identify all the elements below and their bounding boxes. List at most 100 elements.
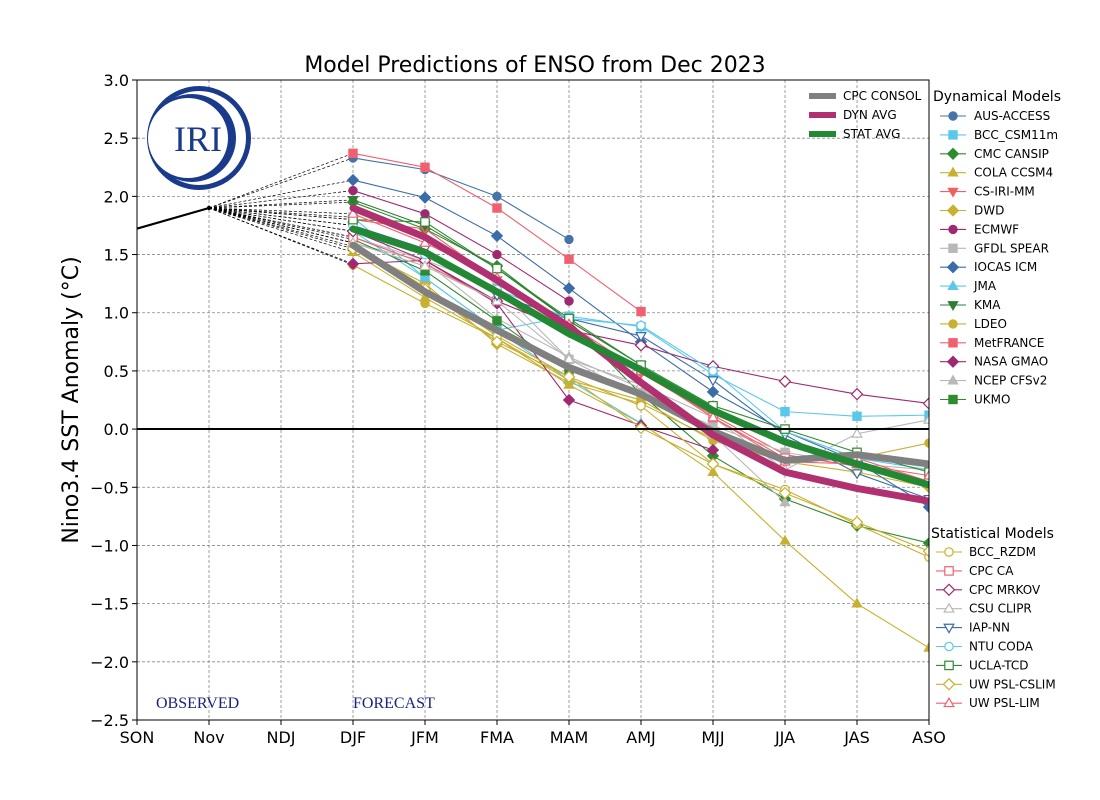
fan-line <box>208 190 354 209</box>
data-point <box>706 457 720 471</box>
legend-label: NCEP CFSv2 <box>974 374 1047 388</box>
x-tick-label: AMJ <box>626 728 655 747</box>
observed-label: OBSERVED <box>156 695 239 712</box>
x-tick-label: JJA <box>774 728 795 747</box>
legend-marker <box>948 243 958 254</box>
fan-line <box>208 207 354 232</box>
average-series <box>349 204 929 505</box>
data-point <box>420 209 430 219</box>
fan-line <box>208 179 354 209</box>
y-tick-label: −2.5 <box>90 711 129 730</box>
series-line <box>352 190 570 302</box>
data-point <box>850 387 864 401</box>
data-point <box>778 375 792 388</box>
data-point <box>492 203 502 213</box>
data-point <box>923 469 929 480</box>
legend-label: CMC CANSIP <box>974 147 1049 161</box>
legend-marker <box>946 355 960 368</box>
data-point <box>851 469 863 480</box>
data-point <box>492 263 502 274</box>
legend-marker <box>948 130 958 140</box>
data-point <box>563 353 575 364</box>
avg-line-dyn-avg <box>349 204 929 505</box>
x-tick-label: MJJ <box>701 728 724 747</box>
legend-label: KMA <box>974 298 1001 312</box>
legend-label: BCC_RZDM <box>969 545 1036 559</box>
forecast-fan-lines <box>208 152 354 266</box>
series-ecmwf <box>348 185 574 306</box>
data-point <box>635 332 647 343</box>
avg-legend-label: STAT AVG <box>843 127 900 141</box>
legend-label: MetFRANCE <box>974 336 1044 350</box>
data-point <box>636 320 646 331</box>
avg-legend-label: CPC CONSOL <box>843 89 922 103</box>
legend-marker <box>943 696 955 708</box>
y-axis-label: Nino3.4 SST Anomaly (°C) <box>59 256 84 543</box>
legend-marker <box>947 166 959 177</box>
legend-label: NASA GMAO <box>974 355 1048 369</box>
legend-label: IOCAS ICM <box>974 260 1037 274</box>
data-point <box>707 466 719 477</box>
statistical-legend-heading: Statistical Models <box>931 526 1054 542</box>
data-point <box>347 195 359 206</box>
fan-line <box>208 152 354 209</box>
grid <box>136 79 930 721</box>
data-point <box>707 376 719 387</box>
data-point <box>851 597 863 608</box>
legend-label: LDEO <box>974 317 1007 331</box>
data-point <box>562 370 576 384</box>
legend-label: IAP-NN <box>969 621 1010 635</box>
legend-label: UKMO <box>974 393 1010 407</box>
data-point <box>923 641 929 652</box>
legend-marker <box>944 641 954 652</box>
data-point <box>922 397 929 410</box>
fan-line <box>208 207 354 240</box>
avg-line-stat-avg <box>349 225 929 489</box>
y-tick-label: 0.0 <box>104 420 129 439</box>
legend-marker <box>948 338 958 348</box>
x-tick-label: SON <box>120 728 155 747</box>
data-point <box>562 393 576 407</box>
averages-legend: CPC CONSOL DYN AVG STAT AVG <box>809 89 922 141</box>
y-tick-label: 0.5 <box>104 362 129 381</box>
legend-label: UW PSL-LIM <box>969 696 1040 710</box>
y-tick-label: 3.0 <box>104 71 129 90</box>
data-point <box>420 217 430 227</box>
fan-line <box>208 207 354 253</box>
legend-marker <box>944 547 954 557</box>
data-point <box>850 515 864 529</box>
legend-marker <box>944 660 954 671</box>
data-point <box>564 296 574 306</box>
data-point <box>347 207 359 218</box>
legend-marker <box>946 261 960 274</box>
data-point <box>636 401 646 411</box>
x-tick-label: FMA <box>480 728 514 747</box>
data-point <box>852 411 862 421</box>
fan-line <box>208 199 354 209</box>
legend-marker <box>948 111 958 121</box>
fan-line <box>208 207 354 226</box>
dynamical-legend-heading: Dynamical Models <box>933 89 1061 105</box>
y-tick-label: 1.0 <box>104 304 129 323</box>
legend-label: AUS-ACCESS <box>974 109 1050 123</box>
fan-line <box>208 157 354 209</box>
plot-frame <box>136 79 930 721</box>
data-point <box>420 298 430 309</box>
legend-label: JMA <box>973 279 997 293</box>
data-point <box>779 534 791 545</box>
x-tick-label: ASO <box>912 728 946 747</box>
data-point <box>922 536 929 550</box>
y-tick-label: −2.0 <box>90 653 129 672</box>
legend-label: ECMWF <box>974 222 1019 236</box>
forecast-label: FORECAST <box>353 695 435 712</box>
fan-line <box>208 207 354 265</box>
data-point <box>708 366 718 376</box>
y-tick-label: 2.5 <box>104 129 129 148</box>
y-tick-label: 1.5 <box>104 246 129 265</box>
legend-label: NTU CODA <box>969 640 1034 654</box>
avg-legend-label: DYN AVG <box>843 108 897 122</box>
data-point <box>923 413 929 424</box>
legend-marker <box>948 224 958 235</box>
legend-label: CPC CA <box>969 564 1014 578</box>
